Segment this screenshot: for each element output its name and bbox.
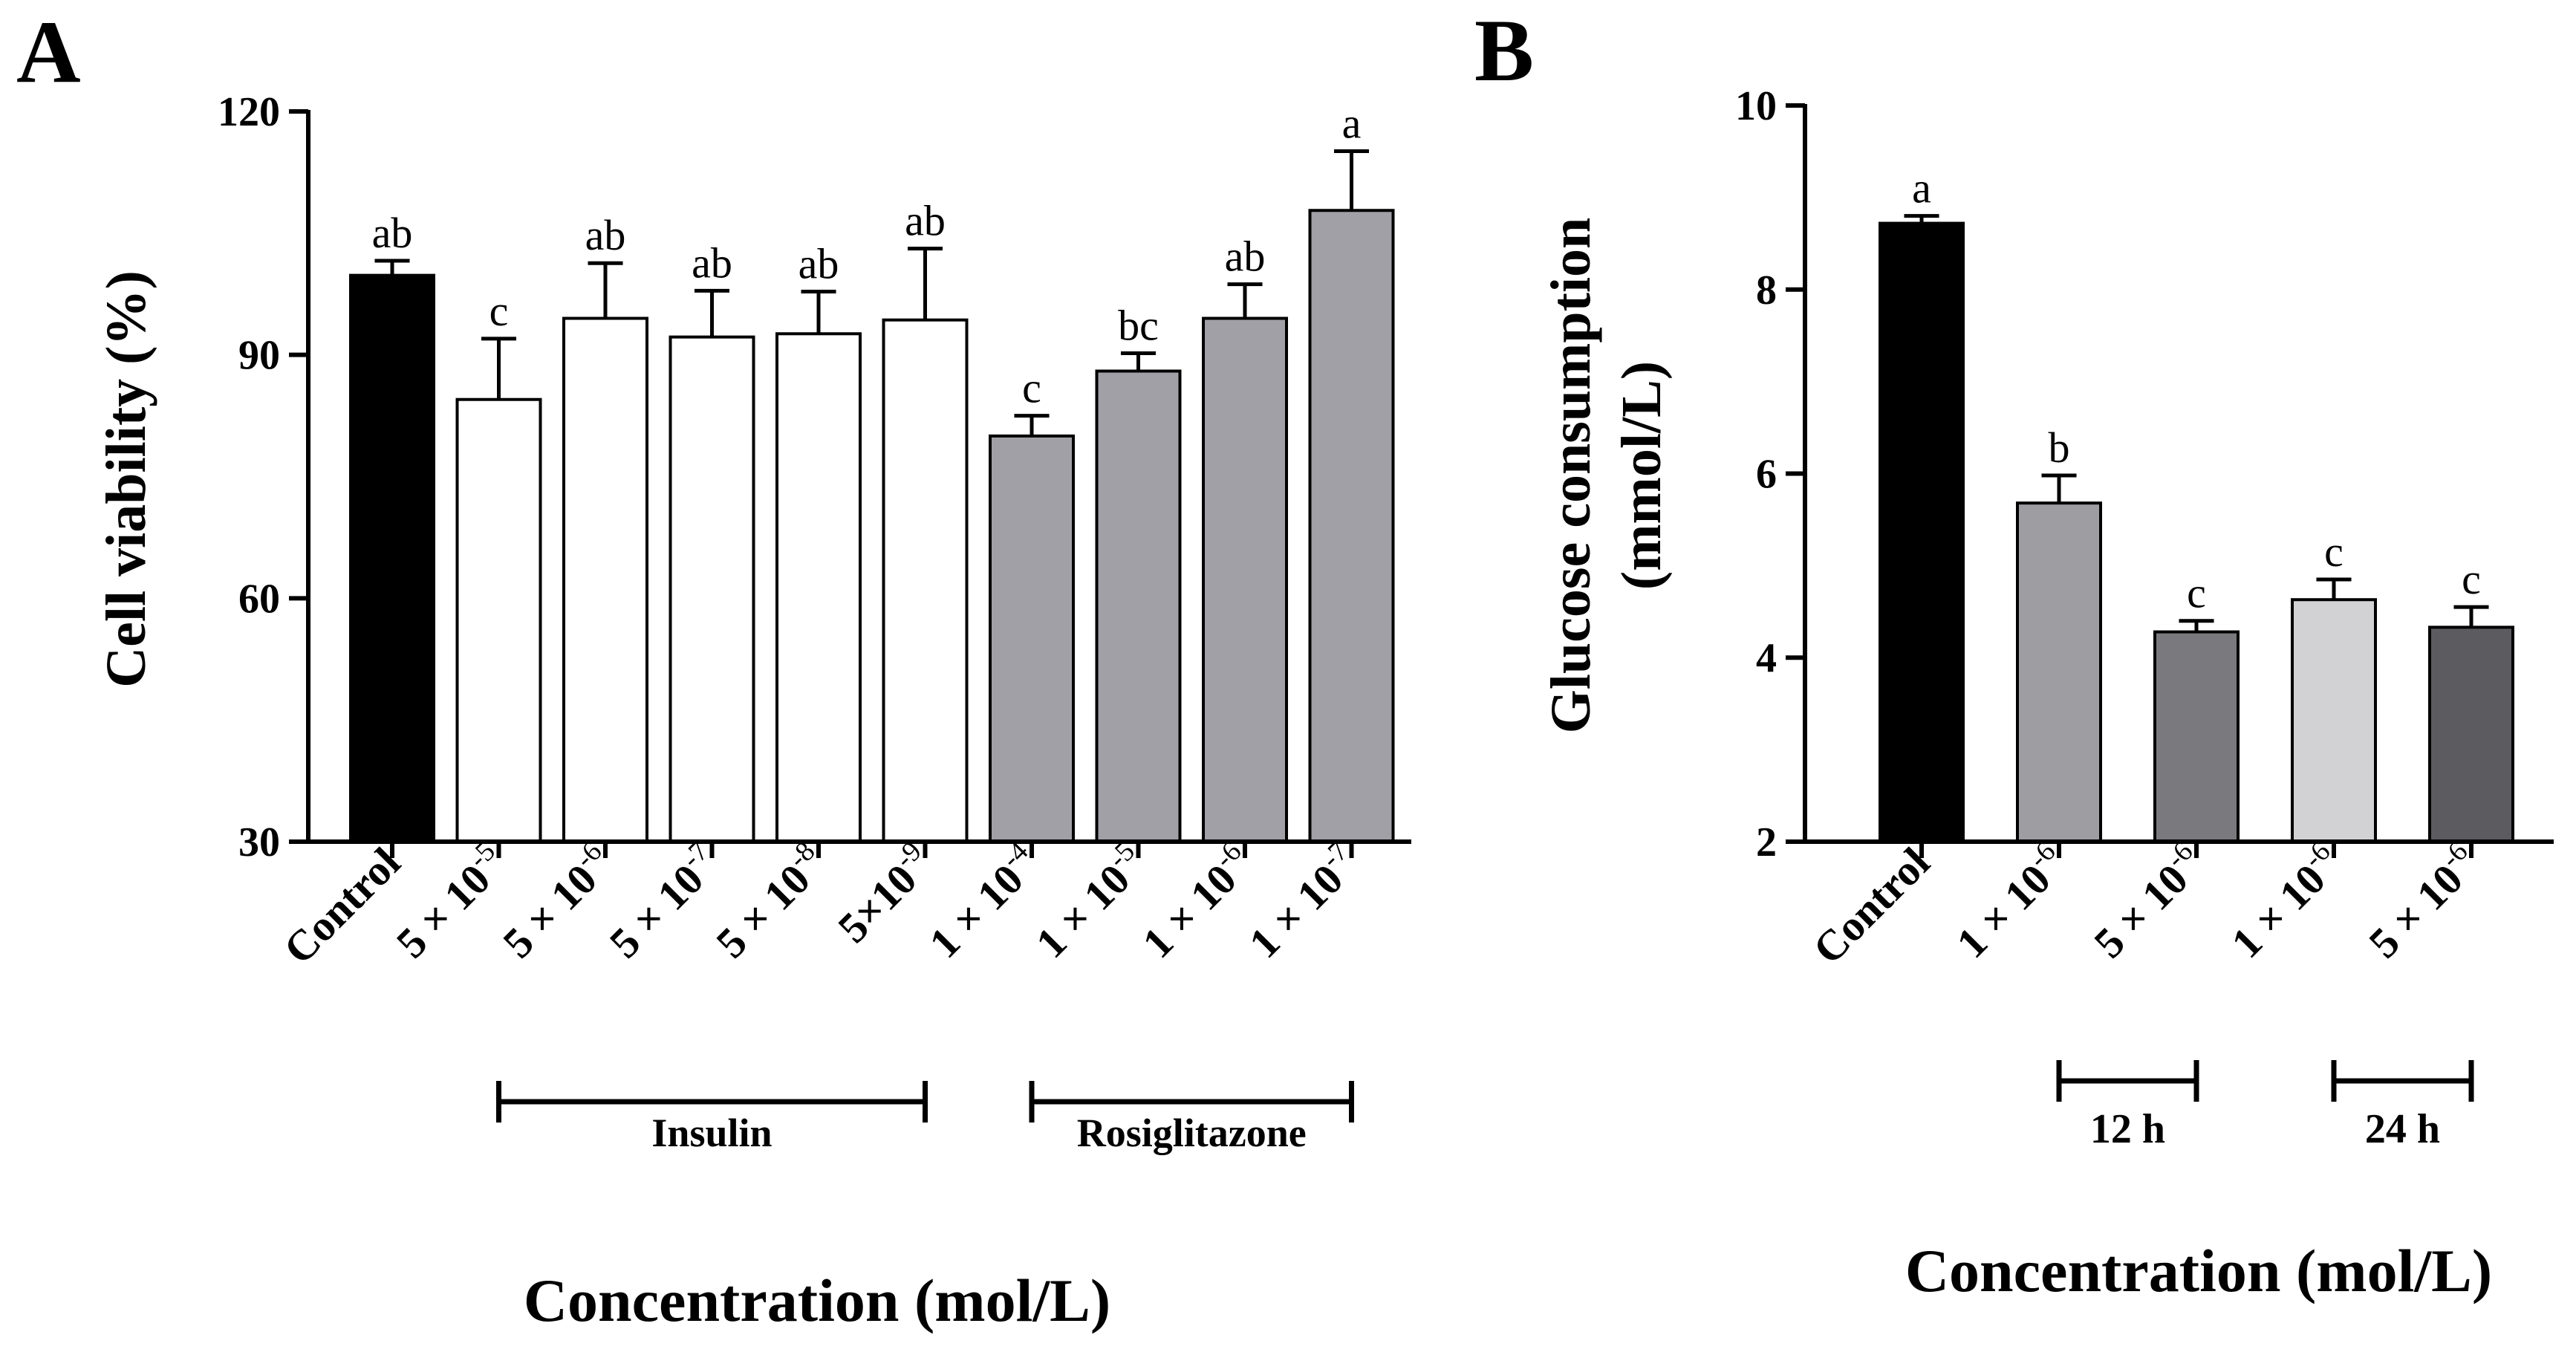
chart-a-bar: [1202, 316, 1288, 843]
chart-a-x-axis-title: Concentration (mol/L): [524, 1267, 1110, 1334]
chart-a-bar: [1308, 209, 1395, 843]
chart-b-group-label: 24 h: [2365, 1106, 2440, 1152]
chart-a-significance-letter: ab: [799, 239, 839, 287]
chart-a-significance-letter: bc: [1118, 301, 1159, 349]
chart-b-bar: [1879, 221, 1965, 843]
chart-b-x-tick-label: 5 × 10-6: [2082, 836, 2214, 967]
chart-a-bar: [775, 332, 862, 844]
chart-a-x-tick-label: 1 × 10-4: [917, 836, 1049, 967]
chart-b-bar: [2153, 630, 2240, 843]
chart-a-significance-letter: c: [489, 287, 509, 335]
chart-a-y-tick-label: 60: [238, 576, 280, 622]
chart-a-significance-letter: ab: [585, 211, 626, 259]
panel-b-label: B: [1474, 1, 1534, 100]
chart-b-bar: [2428, 626, 2514, 844]
chart-b-significance-letter: a: [1912, 164, 1931, 212]
chart-b-x-axis-title: Concentration (mol/L): [1905, 1237, 2492, 1305]
chart-b-y-axis-title: Glucose consumption: [1540, 218, 1602, 734]
chart-a-bar: [882, 318, 969, 843]
chart-a-bar: [989, 434, 1075, 843]
chart-a-significance-letter: ab: [905, 197, 946, 245]
chart-a-x-tick-label-base: Control: [274, 838, 409, 973]
chart-a-group-label: Insulin: [651, 1111, 772, 1155]
chart-a-x-tick-label: Control: [274, 838, 409, 973]
chart-b-x-tick-label: 5 × 10-6: [2357, 836, 2488, 967]
chart-b-significance-letter: b: [2049, 423, 2070, 472]
chart-b-significance-letter: c: [2324, 527, 2344, 576]
chart-a-bar: [1095, 369, 1182, 843]
chart-b-y-tick-label: 2: [1756, 819, 1777, 865]
chart-a-significance-letter: c: [1022, 364, 1041, 412]
chart-a-bar: [349, 273, 435, 843]
chart-a-y-tick-label: 30: [238, 819, 280, 865]
chart-a-significance-letter: ab: [692, 238, 732, 287]
chart-b-group-label: 12 h: [2090, 1106, 2165, 1152]
chart-b-y-tick-label: 8: [1756, 267, 1777, 313]
chart-b-x-tick-label: 1 × 10-6: [1945, 836, 2076, 967]
chart-a-significance-letter: a: [1342, 100, 1362, 148]
chart-a-y-tick-label: 120: [218, 89, 280, 135]
chart-a-bar: [562, 316, 648, 843]
chart-a-x-tick-label: 5 × 10-6: [491, 836, 622, 967]
chart-b-x-tick-label-base: Control: [1803, 838, 1939, 973]
chart-b-x-tick-label: Control: [1803, 838, 1939, 973]
chart-a-bar: [669, 335, 755, 844]
chart-a-x-tick-label: 1 × 10-7: [1237, 836, 1368, 967]
chart-b-significance-letter: c: [2187, 569, 2206, 617]
chart-b-y-axis-title: (mmol/L): [1610, 361, 1673, 590]
chart-a-x-tick-label: 1 × 10-5: [1024, 836, 1155, 967]
chart-a-y-tick-label: 90: [238, 333, 280, 379]
chart-a-x-tick-label: 5 × 10-5: [384, 836, 515, 967]
chart-b-bar: [2016, 501, 2102, 843]
chart-a-y-axis-title: Cell viability (%): [95, 270, 157, 688]
chart-b-bar: [2291, 598, 2377, 843]
chart-a-significance-letter: ab: [1225, 233, 1266, 281]
chart-b-y-tick-label: 10: [1735, 83, 1777, 129]
chart-b-y-tick-label: 4: [1756, 635, 1777, 681]
chart-a-bar: [455, 397, 542, 843]
chart-b-y-tick-label: 6: [1756, 452, 1777, 498]
panel-a-label: A: [16, 2, 81, 101]
chart-a-significance-letter: ab: [372, 209, 413, 257]
chart-a-x-tick-label: 5 × 10-7: [597, 836, 729, 967]
chart-a-x-tick-label: 1 × 10-6: [1131, 836, 1262, 967]
chart-b-x-tick-label: 1 × 10-6: [2219, 836, 2351, 967]
chart-a-x-tick-label: 5 × 10-8: [704, 836, 836, 967]
chart-a-group-label: Rosiglitazone: [1077, 1111, 1307, 1155]
chart-b-significance-letter: c: [2462, 555, 2481, 603]
